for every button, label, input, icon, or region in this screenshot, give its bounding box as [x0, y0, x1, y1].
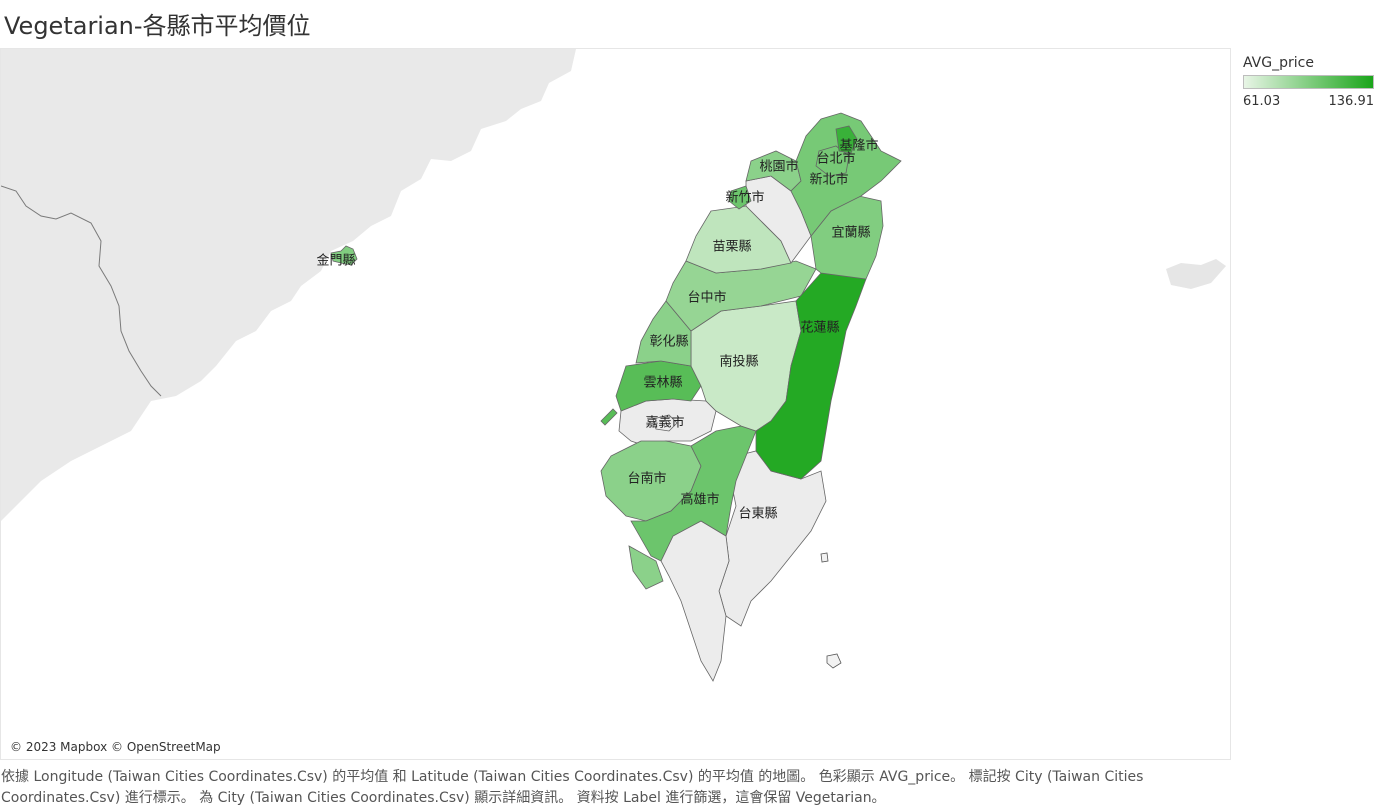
region-label: 新北市 [809, 172, 848, 188]
region-label: 雲林縣 [643, 376, 682, 391]
region-label: 高雄市 [680, 492, 719, 508]
region-label: 新竹市 [725, 190, 764, 206]
map-view[interactable]: 基隆市 台北市桃園市 新北市新竹市宜蘭縣苗栗縣台中市花蓮縣彰化縣南投縣雲林縣嘉義市台… [0, 48, 1231, 760]
region-彰化縣[interactable] [635, 300, 692, 367]
map-caption: 依據 Longitude (Taiwan Cities Coordinates.… [1, 769, 1144, 806]
region-label: 嘉義市 [645, 415, 684, 431]
region-label: 台南市 [627, 471, 666, 487]
region-嘉義市[interactable] [652, 414, 678, 432]
region-label: 台北市 [816, 151, 855, 167]
mainland-landmass [1, 49, 576, 521]
color-legend: AVG_price 61.03 136.91 [1243, 55, 1379, 109]
region-台北市[interactable] [815, 145, 850, 177]
region-label: 金門縣 [316, 253, 355, 269]
region-label: 基隆市 [839, 138, 878, 154]
legend-gradient [1243, 75, 1374, 89]
region-基隆市[interactable] [835, 125, 858, 154]
region-label: 台東縣 [738, 506, 777, 522]
border-line [1, 185, 162, 397]
island-lanyu [826, 653, 842, 669]
region-label: 花蓮縣 [800, 320, 839, 336]
map-canvas[interactable]: 基隆市台北市桃園市新北市新竹市宜蘭縣苗栗縣台中市花蓮縣彰化縣南投縣雲林縣嘉義市台… [1, 49, 1231, 760]
region-label: 苗栗縣 [712, 240, 751, 255]
region-label: 桃園市 [759, 159, 798, 175]
label-layer: 基隆市台北市桃園市新北市新竹市宜蘭縣苗栗縣台中市花蓮縣彰化縣南投縣雲林縣嘉義市台… [316, 138, 878, 522]
region-屏東[interactable] [660, 520, 730, 682]
map-attribution[interactable]: © 2023 Mapbox © OpenStreetMap [8, 740, 223, 754]
region-新竹市[interactable] [728, 185, 752, 210]
legend-min-label: 61.03 [1243, 94, 1281, 109]
region-金門縣[interactable] [330, 245, 358, 266]
island-east [1166, 259, 1226, 289]
region-宜蘭縣[interactable] [810, 195, 884, 280]
region-label: 台中市 [687, 290, 726, 306]
region-label: 彰化縣 [649, 334, 688, 350]
region-花蓮縣[interactable] [755, 272, 867, 480]
region-新北市[interactable] [790, 112, 902, 237]
page-title: Vegetarian-各縣市平均價位 [4, 12, 311, 40]
county-layer [330, 112, 902, 682]
region-label: 宜蘭縣 [831, 225, 870, 241]
region-label: 南投縣 [719, 354, 758, 370]
legend-title: AVG_price [1243, 55, 1314, 71]
legend-max-label: 136.91 [1328, 94, 1375, 109]
island-ludao [820, 552, 829, 563]
